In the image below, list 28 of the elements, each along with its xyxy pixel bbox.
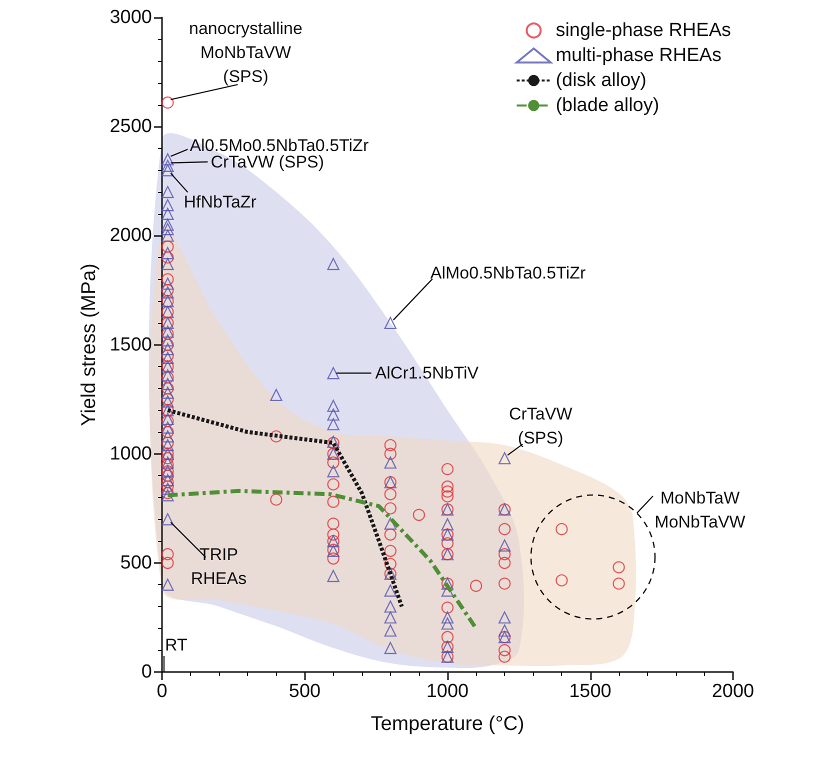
y-tick-label: 500 bbox=[120, 552, 152, 574]
y-axis-title: Yield stress (MPa) bbox=[78, 263, 100, 426]
annotation: TRIP RHEAs bbox=[190, 544, 247, 588]
annotation: AlMo0.5NbTa0.5TiZr bbox=[430, 263, 586, 282]
annotation: CrTaVW (SPS) bbox=[508, 404, 572, 448]
legend-label: (blade alloy) bbox=[556, 95, 660, 116]
x-tick-label: 1500 bbox=[569, 681, 612, 702]
annotation: nanocrystalline MoNbTaVW (SPS) bbox=[189, 19, 302, 86]
x-tick-label: 1000 bbox=[426, 681, 469, 702]
annotation: CrTaVW (SPS) bbox=[210, 152, 324, 172]
y-tick-label: 0 bbox=[141, 662, 152, 682]
annotation: Al0.5Mo0.5NbTa0.5TiZr bbox=[190, 136, 369, 155]
y-tick-label: 2000 bbox=[110, 225, 152, 246]
x-tick-label: 0 bbox=[156, 681, 168, 702]
y-tick-label: 3000 bbox=[110, 7, 152, 28]
x-tick-label: 2000 bbox=[712, 681, 754, 702]
y-tick-label: 2500 bbox=[110, 116, 152, 138]
x-axis-title: Temperature (°C) bbox=[370, 713, 524, 735]
legend-label: single-phase RHEAs bbox=[556, 20, 732, 41]
annotation: RT bbox=[165, 636, 188, 654]
x-tick-label: 500 bbox=[288, 681, 321, 702]
y-tick-label: 1500 bbox=[110, 334, 152, 356]
annotation: HfNbTaZr bbox=[184, 192, 257, 212]
annotation: MoNbTaW MoNbTaVW bbox=[654, 488, 746, 532]
legend-label: (disk alloy) bbox=[556, 70, 647, 91]
legend-label: multi-phase RHEAs bbox=[556, 45, 722, 66]
annotation: AlCr1.5NbTiV bbox=[375, 364, 480, 383]
y-tick-label: 1000 bbox=[110, 443, 152, 464]
